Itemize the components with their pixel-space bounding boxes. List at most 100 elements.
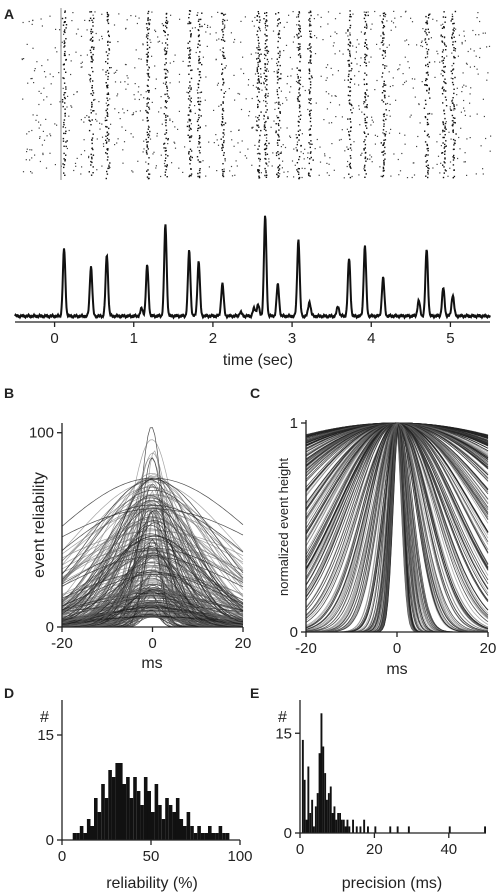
raster-spike — [364, 96, 366, 98]
raster-spike — [92, 172, 94, 174]
raster-spike — [265, 129, 267, 132]
raster-spike — [276, 173, 278, 175]
raster-spike — [291, 160, 294, 162]
raster-spike — [134, 83, 136, 85]
raster-spike — [243, 72, 245, 75]
raster-spike — [161, 42, 163, 44]
raster-spike — [449, 106, 451, 108]
raster-spike — [72, 12, 74, 14]
raster-spike — [28, 131, 30, 133]
raster-spike — [197, 159, 199, 161]
raster-spike — [68, 54, 70, 56]
raster-spike — [258, 28, 261, 30]
raster-spike — [148, 177, 150, 180]
raster-spike — [442, 49, 445, 51]
raster-spike — [190, 173, 193, 175]
raster-spike — [442, 75, 444, 77]
raster-spike — [427, 176, 429, 179]
raster-spike — [105, 71, 107, 73]
raster-spike — [188, 106, 190, 109]
raster-spike — [247, 84, 249, 86]
raster-spike — [257, 48, 259, 51]
raster-spike — [194, 112, 196, 114]
spike-raster — [21, 10, 492, 180]
raster-spike — [450, 109, 453, 111]
raster-spike — [138, 86, 140, 88]
raster-spike — [445, 145, 447, 147]
axis-d-bar — [115, 763, 119, 840]
reliability-curve — [61, 504, 244, 553]
raster-spike — [382, 132, 384, 134]
raster-spike — [421, 40, 423, 42]
raster-spike — [444, 21, 446, 23]
reliability-curve — [61, 479, 244, 575]
raster-spike — [146, 117, 148, 119]
raster-spike — [189, 120, 191, 122]
raster-spike — [444, 122, 447, 125]
raster-spike — [369, 154, 371, 156]
raster-spike — [426, 143, 428, 146]
raster-spike — [258, 126, 260, 128]
raster-spike — [91, 147, 93, 149]
raster-spike — [116, 69, 118, 71]
raster-spike — [126, 109, 129, 112]
raster-spike — [382, 12, 385, 15]
raster-spike — [364, 156, 367, 158]
raster-spike — [223, 134, 225, 136]
raster-spike — [308, 72, 311, 75]
raster-spike — [427, 28, 429, 30]
raster-spike — [298, 139, 300, 141]
raster-spike — [277, 52, 279, 55]
raster-spike — [425, 15, 427, 18]
raster-spike — [36, 61, 38, 63]
axis-d-bar — [158, 805, 162, 840]
raster-spike — [188, 126, 190, 128]
raster-spike — [297, 14, 300, 16]
raster-spike — [392, 85, 394, 87]
raster-spike — [147, 141, 149, 143]
raster-spike — [228, 88, 230, 90]
raster-spike — [146, 41, 148, 44]
raster-spike — [426, 148, 428, 150]
raster-spike — [304, 89, 306, 92]
raster-spike — [80, 153, 82, 156]
raster-spike — [248, 79, 250, 81]
raster-spike — [274, 108, 276, 110]
raster-spike — [266, 49, 268, 52]
raster-spike — [426, 22, 429, 24]
raster-spike — [381, 22, 384, 24]
raster-spike — [165, 129, 168, 131]
raster-spike — [143, 97, 145, 99]
raster-spike — [384, 152, 386, 155]
raster-spike — [197, 68, 199, 70]
raster-spike — [451, 124, 453, 127]
raster-spike — [426, 72, 429, 74]
raster-spike — [151, 55, 153, 57]
axis-e-bar — [313, 826, 315, 833]
raster-spike — [65, 145, 67, 148]
raster-spike — [367, 11, 369, 13]
raster-spike — [315, 102, 317, 104]
raster-spike — [383, 115, 385, 118]
raster-spike — [452, 131, 454, 133]
raster-spike — [222, 174, 224, 177]
raster-spike — [279, 64, 281, 67]
raster-spike — [170, 14, 172, 16]
raster-spike — [190, 150, 193, 152]
raster-spike — [299, 118, 301, 120]
raster-spike — [147, 32, 150, 35]
raster-spike — [440, 34, 442, 36]
axis-d-bar — [108, 770, 112, 840]
raster-spike — [297, 81, 299, 84]
raster-spike — [442, 164, 444, 166]
raster-spike — [178, 167, 180, 169]
raster-spike — [178, 73, 181, 75]
raster-spike — [298, 48, 300, 50]
raster-spike — [198, 80, 201, 82]
raster-spike — [223, 19, 226, 22]
raster-spike — [457, 157, 459, 160]
raster-spike — [463, 84, 465, 86]
raster-spike — [191, 27, 194, 29]
raster-spike — [64, 50, 66, 53]
raster-spike — [349, 54, 351, 57]
